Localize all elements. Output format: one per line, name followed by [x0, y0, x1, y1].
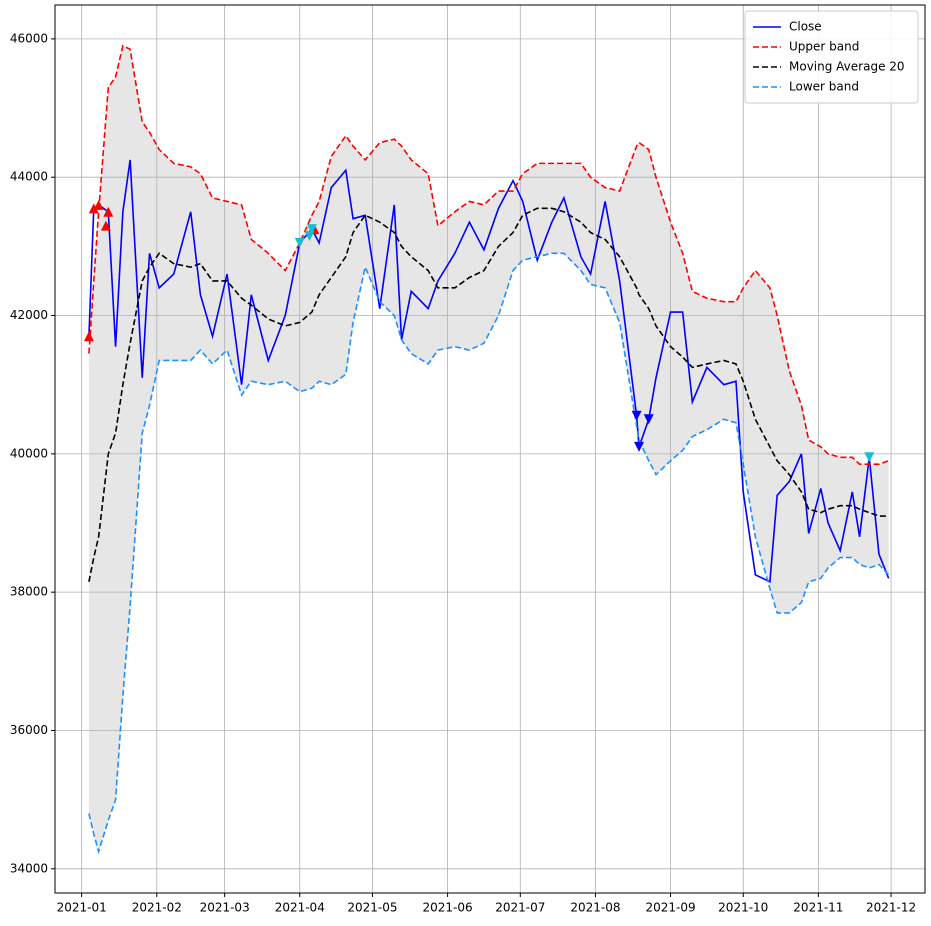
x-tick-label: 2021-06: [423, 901, 473, 915]
y-tick-label: 38000: [10, 585, 48, 599]
signal-marker: [631, 410, 642, 421]
y-tick-label: 40000: [10, 446, 48, 460]
signal-marker: [634, 441, 645, 452]
x-tick-label: 2021-12: [866, 901, 916, 915]
x-tick-label: 2021-04: [275, 901, 325, 915]
x-tick-label: 2021-02: [132, 901, 182, 915]
signal-marker: [88, 203, 99, 214]
signal-marker: [306, 224, 317, 235]
signal-marker: [93, 199, 104, 210]
signal-marker: [83, 331, 94, 342]
legend-box: [744, 10, 919, 104]
y-tick-label: 44000: [10, 170, 48, 184]
series-line: [88, 252, 890, 855]
band-fill: [88, 45, 889, 852]
signal-marker: [294, 237, 305, 248]
x-tick-label: 2021-01: [57, 901, 107, 915]
y-tick-label: 46000: [10, 31, 48, 45]
x-tick-label: 2021-11: [793, 901, 843, 915]
x-tick-label: 2021-07: [495, 901, 545, 915]
x-tick-label: 2021-08: [570, 901, 620, 915]
y-tick-label: 34000: [10, 861, 48, 875]
signal-marker: [103, 206, 114, 217]
legend-label: Upper band: [789, 40, 859, 54]
x-tick-label: 2021-10: [718, 901, 768, 915]
legend-label: Moving Average 20: [789, 60, 905, 74]
y-tick-label: 42000: [10, 308, 48, 322]
series-line: [88, 44, 889, 466]
series-line: [88, 207, 889, 582]
signal-marker: [100, 220, 111, 231]
plot-frame: [54, 4, 926, 894]
x-tick-label: 2021-09: [645, 901, 695, 915]
series-line: [88, 159, 890, 584]
legend-label: Lower band: [789, 80, 859, 94]
signal-marker: [643, 414, 654, 425]
x-tick-label: 2021-03: [200, 901, 250, 915]
x-tick-label: 2021-05: [347, 901, 397, 915]
signal-marker: [864, 452, 875, 463]
legend-label: Close: [789, 20, 822, 34]
y-tick-label: 36000: [10, 723, 48, 737]
